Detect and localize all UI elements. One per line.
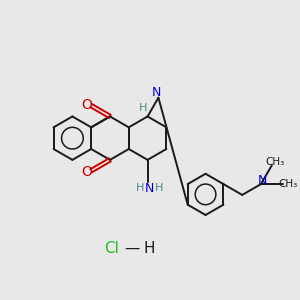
Text: CH₃: CH₃ bbox=[265, 157, 284, 167]
Text: H: H bbox=[144, 241, 155, 256]
Text: N: N bbox=[145, 182, 154, 195]
Text: CH₃: CH₃ bbox=[278, 179, 297, 189]
Text: O: O bbox=[81, 98, 92, 112]
Text: H: H bbox=[138, 103, 147, 112]
Text: N: N bbox=[257, 174, 267, 187]
Text: H: H bbox=[136, 184, 144, 194]
Text: —: — bbox=[124, 241, 139, 256]
Text: O: O bbox=[81, 165, 92, 179]
Text: H: H bbox=[155, 184, 164, 194]
Text: N: N bbox=[152, 86, 161, 99]
Text: Cl: Cl bbox=[104, 241, 119, 256]
